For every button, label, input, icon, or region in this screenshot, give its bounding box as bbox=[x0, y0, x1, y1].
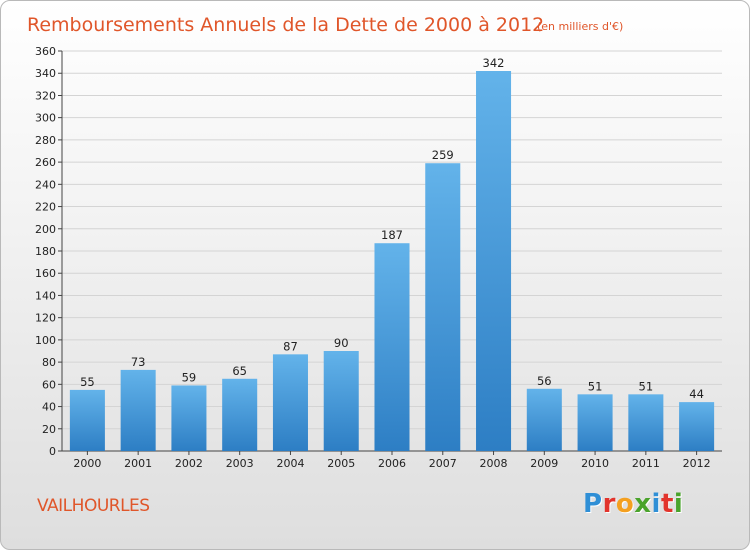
logo-letter: x bbox=[634, 489, 652, 519]
data-label-2007: 259 bbox=[432, 148, 454, 162]
y-tick-label: 280 bbox=[35, 134, 56, 147]
data-label-2004: 87 bbox=[283, 339, 298, 353]
data-label-2002: 59 bbox=[182, 370, 197, 384]
x-tick-label-2001: 2001 bbox=[124, 457, 152, 470]
data-label-2009: 56 bbox=[537, 374, 552, 388]
y-tick-label: 160 bbox=[35, 267, 56, 280]
x-tick-label-2003: 2003 bbox=[226, 457, 254, 470]
y-tick-label: 340 bbox=[35, 67, 56, 80]
bar-2009 bbox=[526, 388, 562, 451]
x-tick-label-2002: 2002 bbox=[175, 457, 203, 470]
data-label-2003: 65 bbox=[232, 364, 247, 378]
logo-letter: r bbox=[602, 489, 616, 519]
bar-2003 bbox=[222, 378, 258, 451]
logo-letter: P bbox=[583, 489, 603, 519]
location-label: VAILHOURLES bbox=[37, 496, 150, 516]
y-tick-label: 40 bbox=[42, 401, 56, 414]
x-tick-label-2008: 2008 bbox=[480, 457, 508, 470]
bar-2002 bbox=[171, 385, 207, 451]
bar-2011 bbox=[628, 394, 664, 451]
x-tick-label-2011: 2011 bbox=[632, 457, 660, 470]
data-label-2000: 55 bbox=[80, 375, 95, 389]
y-tick-label: 80 bbox=[42, 356, 56, 369]
x-tick-label-2004: 2004 bbox=[276, 457, 304, 470]
chart-unit-label: (en milliers d'€) bbox=[537, 20, 623, 33]
data-label-2008: 342 bbox=[483, 56, 505, 70]
y-tick-label: 0 bbox=[49, 445, 56, 458]
data-label-2005: 90 bbox=[334, 336, 349, 350]
data-label-2001: 73 bbox=[131, 355, 146, 369]
y-tick-label: 200 bbox=[35, 223, 56, 236]
y-tick-label: 240 bbox=[35, 178, 56, 191]
data-label-2012: 44 bbox=[689, 387, 704, 401]
logo-letter: o bbox=[615, 489, 635, 519]
x-tick-label-2012: 2012 bbox=[683, 457, 711, 470]
bar-2012 bbox=[679, 402, 715, 451]
bar-2001 bbox=[120, 369, 156, 451]
data-labels: 55 73 59 65 87 90 187 259 342 56 51 51 44 bbox=[80, 56, 704, 401]
bar-2006 bbox=[374, 243, 410, 451]
x-tick-label-2005: 2005 bbox=[327, 457, 355, 470]
proxiti-logo: Proxiti bbox=[583, 489, 683, 519]
logo-letter: i bbox=[673, 489, 684, 519]
y-tick-label: 120 bbox=[35, 312, 56, 325]
bar-2000 bbox=[69, 389, 105, 451]
y-tick-label: 300 bbox=[35, 112, 56, 125]
data-label-2010: 51 bbox=[588, 379, 603, 393]
bar-2010 bbox=[577, 394, 613, 451]
bar-2007 bbox=[425, 163, 461, 451]
bar-2004 bbox=[272, 354, 308, 451]
bar-2008 bbox=[476, 71, 512, 451]
x-tick-label-2000: 2000 bbox=[73, 457, 101, 470]
y-tick-label: 180 bbox=[35, 245, 56, 258]
chart-title: Remboursements Annuels de la Dette de 20… bbox=[27, 14, 544, 36]
y-tick-label: 260 bbox=[35, 156, 56, 169]
data-label-2006: 187 bbox=[381, 228, 403, 242]
y-tick-label: 60 bbox=[42, 378, 56, 391]
y-tick-label: 320 bbox=[35, 89, 56, 102]
grid-lines bbox=[62, 50, 722, 452]
y-tick-label: 140 bbox=[35, 289, 56, 302]
y-tick-label: 20 bbox=[42, 423, 56, 436]
y-tick-label: 100 bbox=[35, 334, 56, 347]
y-tick-label: 220 bbox=[35, 201, 56, 214]
y-tick-label: 360 bbox=[35, 45, 56, 58]
logo-letter: t bbox=[660, 489, 674, 519]
x-tick-label-2010: 2010 bbox=[581, 457, 609, 470]
x-tick-label-2006: 2006 bbox=[378, 457, 406, 470]
bar-2005 bbox=[323, 351, 359, 451]
data-label-2011: 51 bbox=[639, 379, 654, 393]
bars bbox=[69, 71, 715, 451]
logo-letter: i bbox=[651, 489, 661, 519]
x-tick-label-2009: 2009 bbox=[530, 457, 558, 470]
x-tick-label-2007: 2007 bbox=[429, 457, 457, 470]
